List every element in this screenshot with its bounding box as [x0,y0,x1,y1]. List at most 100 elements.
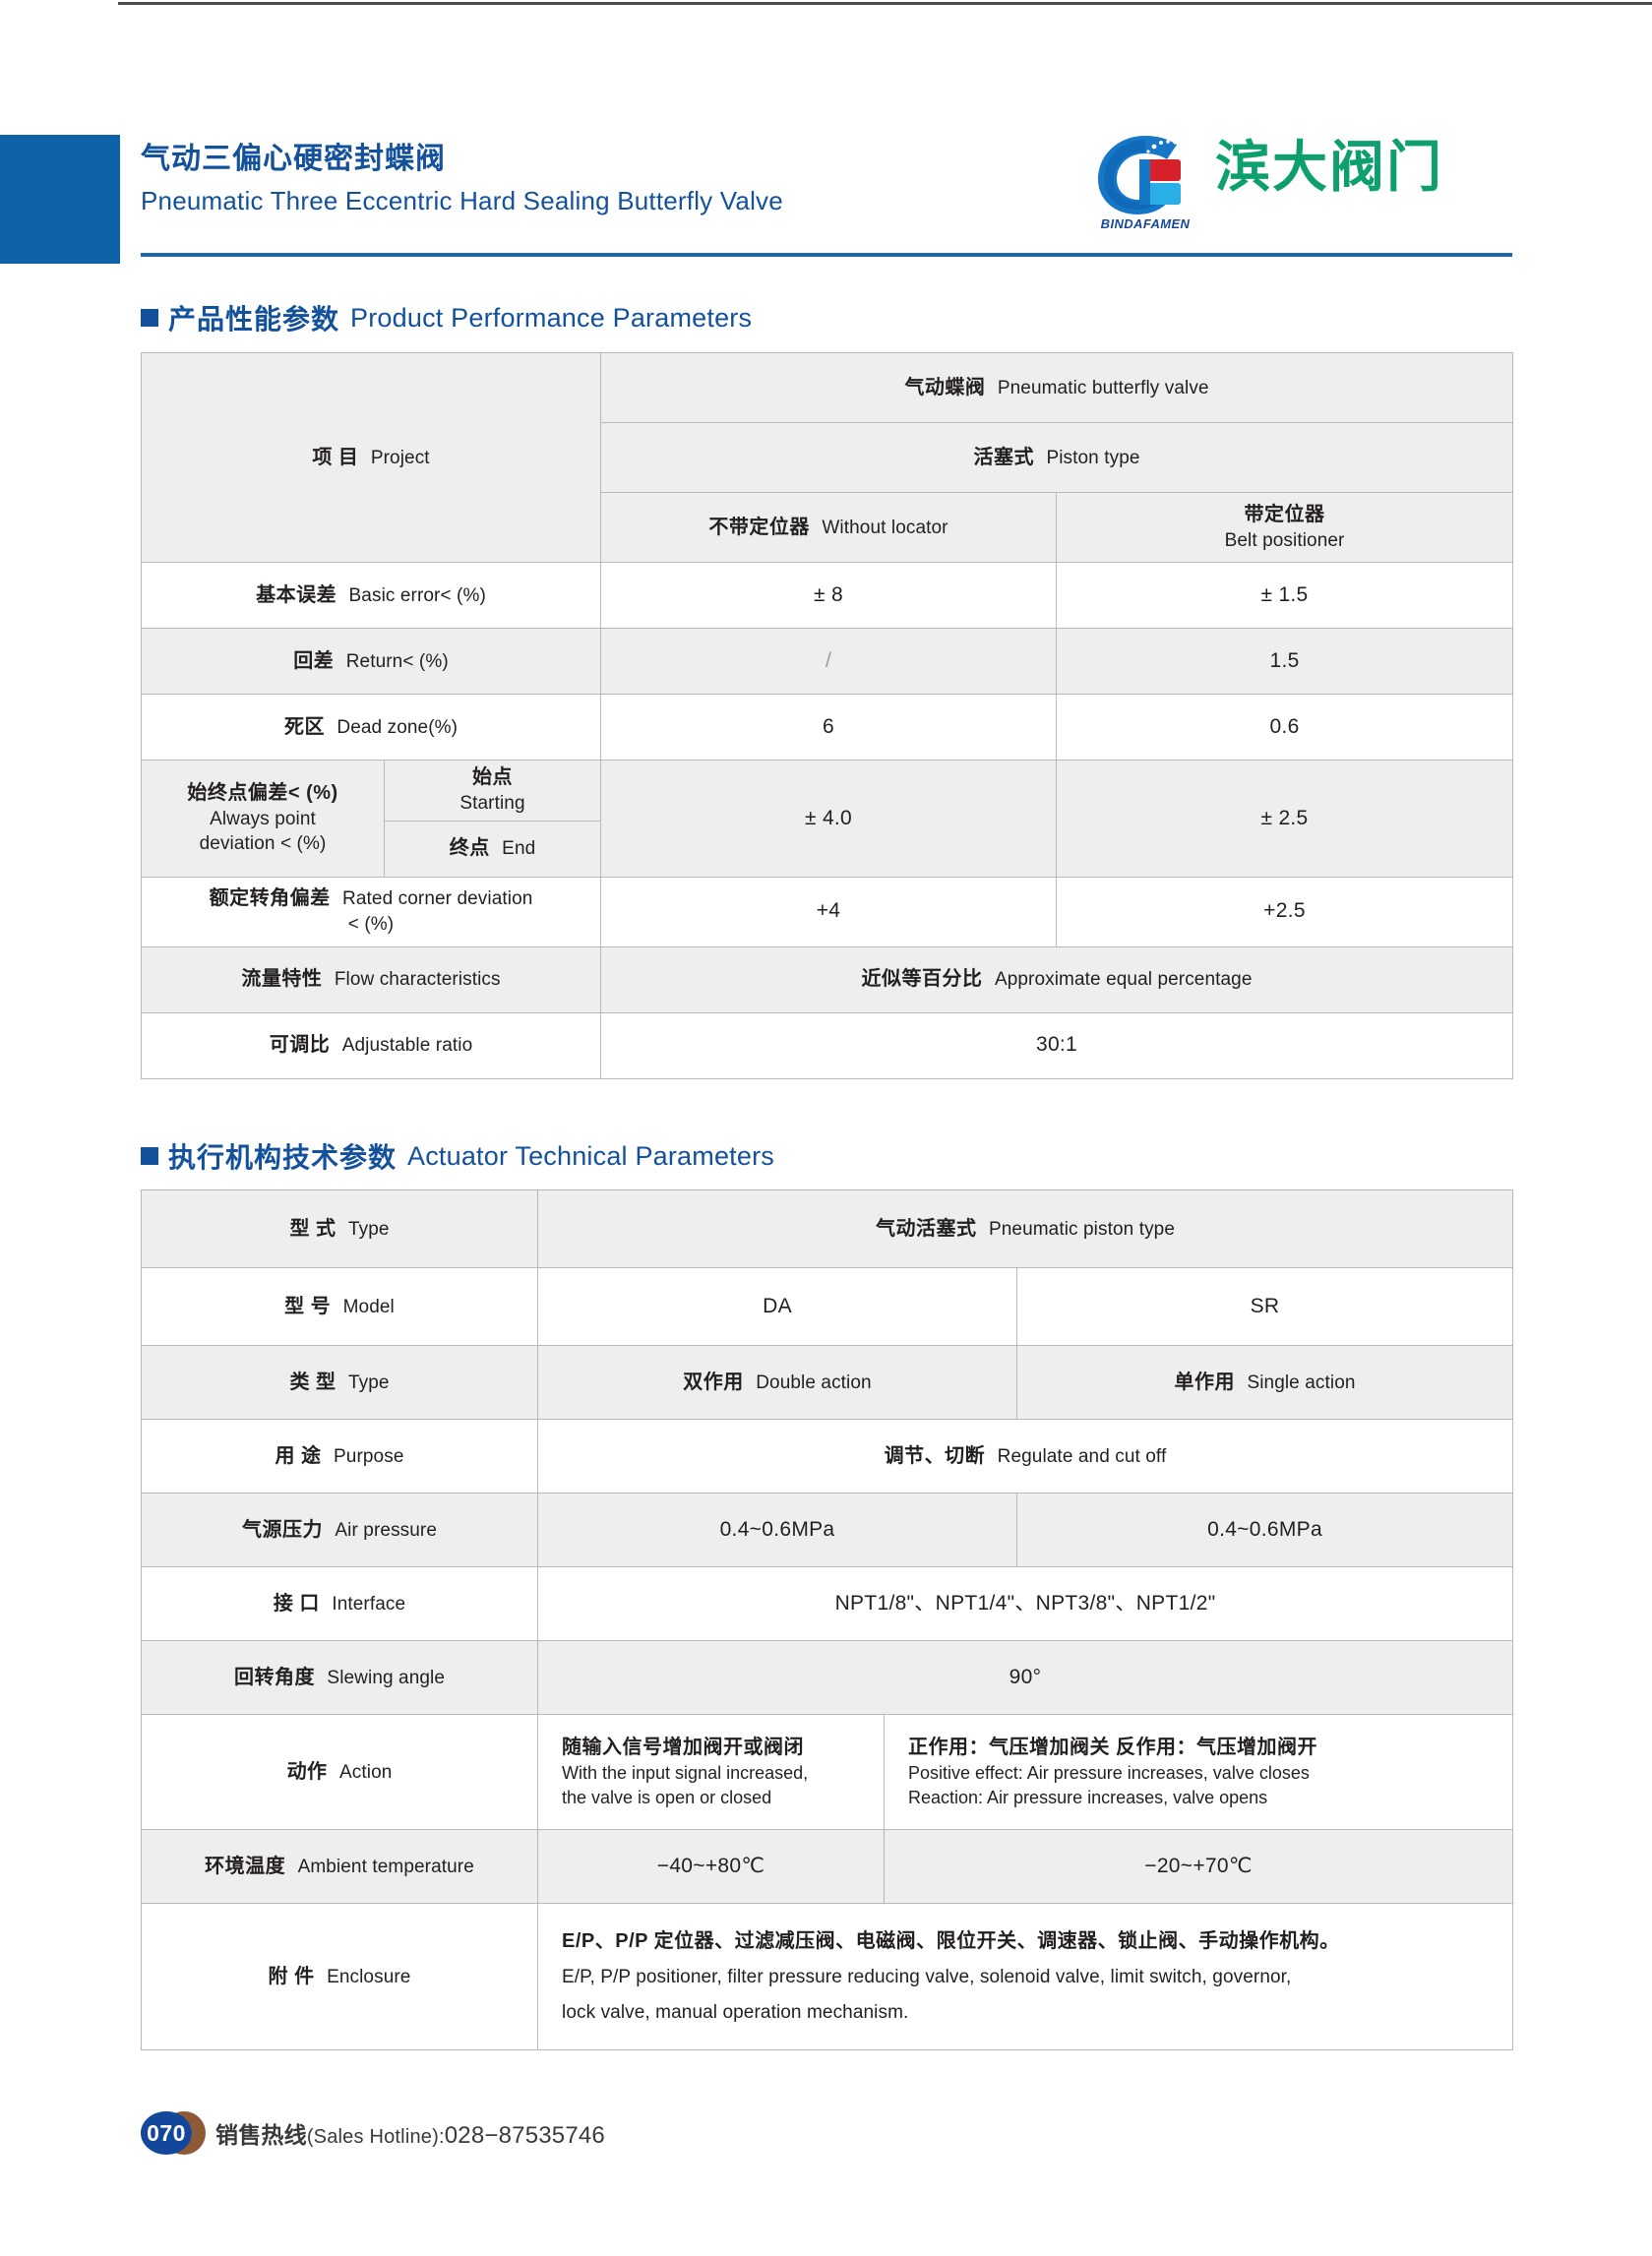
cell-col-without-locator: 不带定位器 Without locator [600,492,1058,563]
cell-label-model: 型 号 Model [141,1267,538,1346]
flow-value-cn: 近似等百分比 [861,968,983,991]
group-label-en: Pneumatic butterfly valve [997,377,1209,398]
row-label-cn: 基本误差 [256,583,337,606]
type-value-en: Pneumatic piston type [988,1218,1176,1240]
cell-value-return-belt-positioner: 1.5 [1056,628,1514,695]
cell-value-model-sr: SR [1015,1267,1514,1346]
sub-starting-cn: 始点 [472,766,513,788]
cell-label-slewing-angle: 回转角度 Slewing angle [141,1640,538,1715]
deviation-label-en-1: Always point [210,808,316,829]
project-label-cn: 项 目 [312,446,359,468]
section2-label-en: Actuator Technical Parameters [407,1140,774,1171]
cell-value-return-without-locator: / [600,628,1058,695]
header-title-group: 气动三偏心硬密封蝶阀 Pneumatic Three Eccentric Har… [141,141,783,219]
table-row: 回差 Return< (%) / 1.5 [140,628,1514,695]
table-row: 始终点偏差< (%) Always point deviation < (%) … [141,760,1514,878]
class-label-en: Type [347,1372,390,1393]
table-row: 动作 Action 随输入信号增加阀开或阀闭 With the input si… [141,1714,1514,1830]
bullet-square-icon [141,309,158,327]
cell-value-dead-zone-without-locator: 6 [600,694,1058,761]
actuator-technical-table: 型 式 Type 气动活塞式 Pneumatic piston type 型 号… [141,1189,1514,2050]
sub-starting-en: Starting [459,793,525,814]
cell-label-ambient-temperature: 环境温度 Ambient temperature [141,1829,538,1904]
hotline-phone: 028−87535746 [444,2122,605,2149]
bullet-square-icon [141,1147,158,1165]
table-row: 回转角度 Slewing angle 90° [141,1640,1514,1715]
row-label-cn: 回差 [293,649,335,672]
enclosure-label-en: Enclosure [327,1966,411,1987]
cell-value-corner-without-locator: +4 [600,876,1058,947]
subgroup-label-cn: 活塞式 [973,446,1034,468]
enclosure-line-en-2: lock valve, manual operation mechanism. [562,2001,909,2023]
table-row: 不带定位器 Without locator 带定位器 Belt position… [142,492,1514,563]
cell-value-interface: NPT1/8"、NPT1/4"、NPT3/8"、NPT1/2" [536,1566,1514,1641]
angle-label-cn: 回转角度 [233,1666,315,1688]
cell-group-pneumatic-butterfly-valve: 气动蝶阀 Pneumatic butterfly valve [600,352,1514,423]
table-row: 用 途 Purpose 调节、切断 Regulate and cut off [141,1419,1514,1494]
cell-value-slewing-angle: 90° [536,1640,1514,1715]
table-row: 终点 End [142,820,1513,878]
model-label-en: Model [342,1296,395,1317]
action-label-en: Action [339,1761,393,1783]
cell-label-purpose: 用 途 Purpose [141,1419,538,1494]
action-right-cn: 正作用：气压增加阀关 反作用：气压增加阀开 [908,1737,1318,1759]
page-header: 气动三偏心硬密封蝶阀 Pneumatic Three Eccentric Har… [0,135,1652,268]
section1-label-en: Product Performance Parameters [350,302,753,333]
cell-label-adjustable-ratio: 可调比 Adjustable ratio [140,1011,602,1079]
table-row: 项 目 Project 气动蝶阀 Pneumatic butterfly val… [140,352,1514,563]
interface-label-cn: 接 口 [273,1592,320,1615]
sub-end-cn: 终点 [449,837,490,860]
flow-label-en: Flow characteristics [334,969,501,991]
brand-name-cn: 滨大阀门 [1215,136,1443,198]
class-v2-cn: 单作用 [1174,1371,1235,1393]
cell-sub-starting: 始点 Starting [383,760,602,822]
temp-label-en: Ambient temperature [297,1856,474,1877]
cell-label-rated-corner-deviation: 额定转角偏差 Rated corner deviation < (%) [140,876,602,947]
cell-value-action-right: 正作用：气压增加阀关 反作用：气压增加阀开 Positive effect: A… [883,1714,1514,1830]
group-label-cn: 气动蝶阀 [904,376,986,398]
purpose-value-en: Regulate and cut off [997,1445,1167,1467]
class-v1-cn: 双作用 [683,1371,744,1393]
col1-label-en: Without locator [822,517,948,538]
table-row: 死区 Dead zone(%) 6 0.6 [140,694,1514,761]
row-label-en: Dead zone(%) [337,716,459,738]
table-row: 环境温度 Ambient temperature −40~+80℃ −20~+7… [141,1829,1514,1904]
brand-name-en: BINDAFAMEN [1100,216,1191,231]
type-value-cn: 气动活塞式 [876,1217,977,1240]
class-label-cn: 类 型 [289,1371,337,1393]
cell-value-air-pressure-sr: 0.4~0.6MPa [1015,1493,1514,1567]
section-heading-actuator-technical: 执行机构技术参数 Actuator Technical Parameters [141,1136,774,1176]
subgroup-label-en: Piston type [1046,447,1140,468]
deviation-label-en-2: deviation < (%) [199,833,327,855]
cell-col-belt-positioner: 带定位器 Belt positioner [1056,492,1514,563]
table-row: 流量特性 Flow characteristics 近似等百分比 Approxi… [140,945,1514,1013]
table-row: 型 号 Model DA SR [141,1267,1514,1346]
temp-label-cn: 环境温度 [205,1855,286,1877]
col2-label-cn: 带定位器 [1244,503,1325,525]
table-row: 额定转角偏差 Rated corner deviation < (%) +4 +… [140,876,1514,947]
purpose-label-cn: 用 途 [275,1444,322,1467]
corner-label-cn: 额定转角偏差 [209,887,331,910]
class-v2-en: Single action [1247,1372,1356,1393]
brand-logo: BINDAFAMEN 滨大阀门 [1092,130,1525,240]
cell-label-class-type: 类 型 Type [141,1345,538,1420]
table-row: 附 件 Enclosure E/P、P/P 定位器、过滤减压阀、电磁阀、限位开关… [141,1903,1514,2050]
action-right-en-2: Reaction: Air pressure increases, valve … [908,1787,1268,1807]
angle-label-en: Slewing angle [327,1667,446,1688]
type-label-cn: 型 式 [289,1217,337,1240]
cell-value-deviation-without-locator: ± 4.0 [600,760,1058,878]
action-left-cn: 随输入信号增加阀开或阀闭 [562,1737,804,1759]
action-left-en-1: With the input signal increased, [562,1763,809,1784]
enclosure-line-cn: E/P、P/P 定位器、过滤减压阀、电磁阀、限位开关、调速器、锁止阀、手动操作机… [562,1930,1340,1953]
row-label-en: Return< (%) [345,650,449,672]
cell-label-interface: 接 口 Interface [141,1566,538,1641]
flow-label-cn: 流量特性 [241,968,323,991]
cell-sub-end: 终点 End [383,820,602,878]
cell-value-flow-characteristics: 近似等百分比 Approximate equal percentage [600,945,1514,1013]
corner-label-en: Rated corner deviation [342,888,533,910]
cell-value-corner-belt-positioner: +2.5 [1056,876,1514,947]
cell-label-action: 动作 Action [141,1714,538,1830]
hotline-label-cn: 销售热线 [215,2122,307,2148]
cell-value-deviation-belt-positioner: ± 2.5 [1056,760,1514,878]
table-row: 气源压力 Air pressure 0.4~0.6MPa 0.4~0.6MPa [141,1493,1514,1567]
